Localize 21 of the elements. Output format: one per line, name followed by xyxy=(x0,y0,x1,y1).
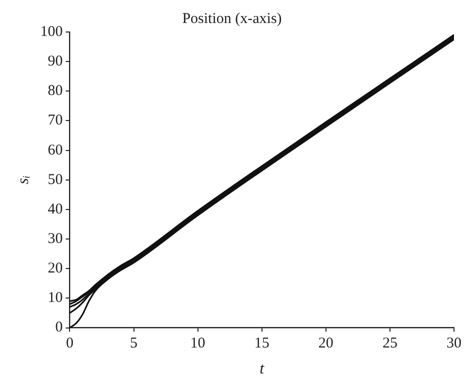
x-tick-label: 5 xyxy=(130,336,138,352)
x-tick-label: 25 xyxy=(382,336,398,352)
x-tick-label: 10 xyxy=(190,336,206,352)
y-axis-title: sᵢ xyxy=(14,176,32,184)
x-tick-label: 15 xyxy=(254,336,270,352)
y-tick-label: 80 xyxy=(48,83,63,100)
x-tick-label: 0 xyxy=(66,336,74,352)
y-tick-label: 90 xyxy=(48,54,63,70)
y-tick-label: 50 xyxy=(48,172,63,188)
y-tick-label: 30 xyxy=(48,230,63,247)
y-tick-label: 60 xyxy=(48,142,63,158)
y-tick-label: 20 xyxy=(48,260,63,277)
x-tick-label: 30 xyxy=(446,336,462,352)
chart-title: Position (x-axis) xyxy=(182,10,282,27)
y-tick-label: 0 xyxy=(55,320,63,336)
x-axis-title: t xyxy=(260,360,265,378)
y-tick-label: 70 xyxy=(48,112,63,129)
y-tick-label: 40 xyxy=(48,201,63,218)
y-tick-label: 100 xyxy=(40,24,63,40)
x-tick-label: 20 xyxy=(318,336,334,352)
y-tick-label: 10 xyxy=(48,290,63,306)
